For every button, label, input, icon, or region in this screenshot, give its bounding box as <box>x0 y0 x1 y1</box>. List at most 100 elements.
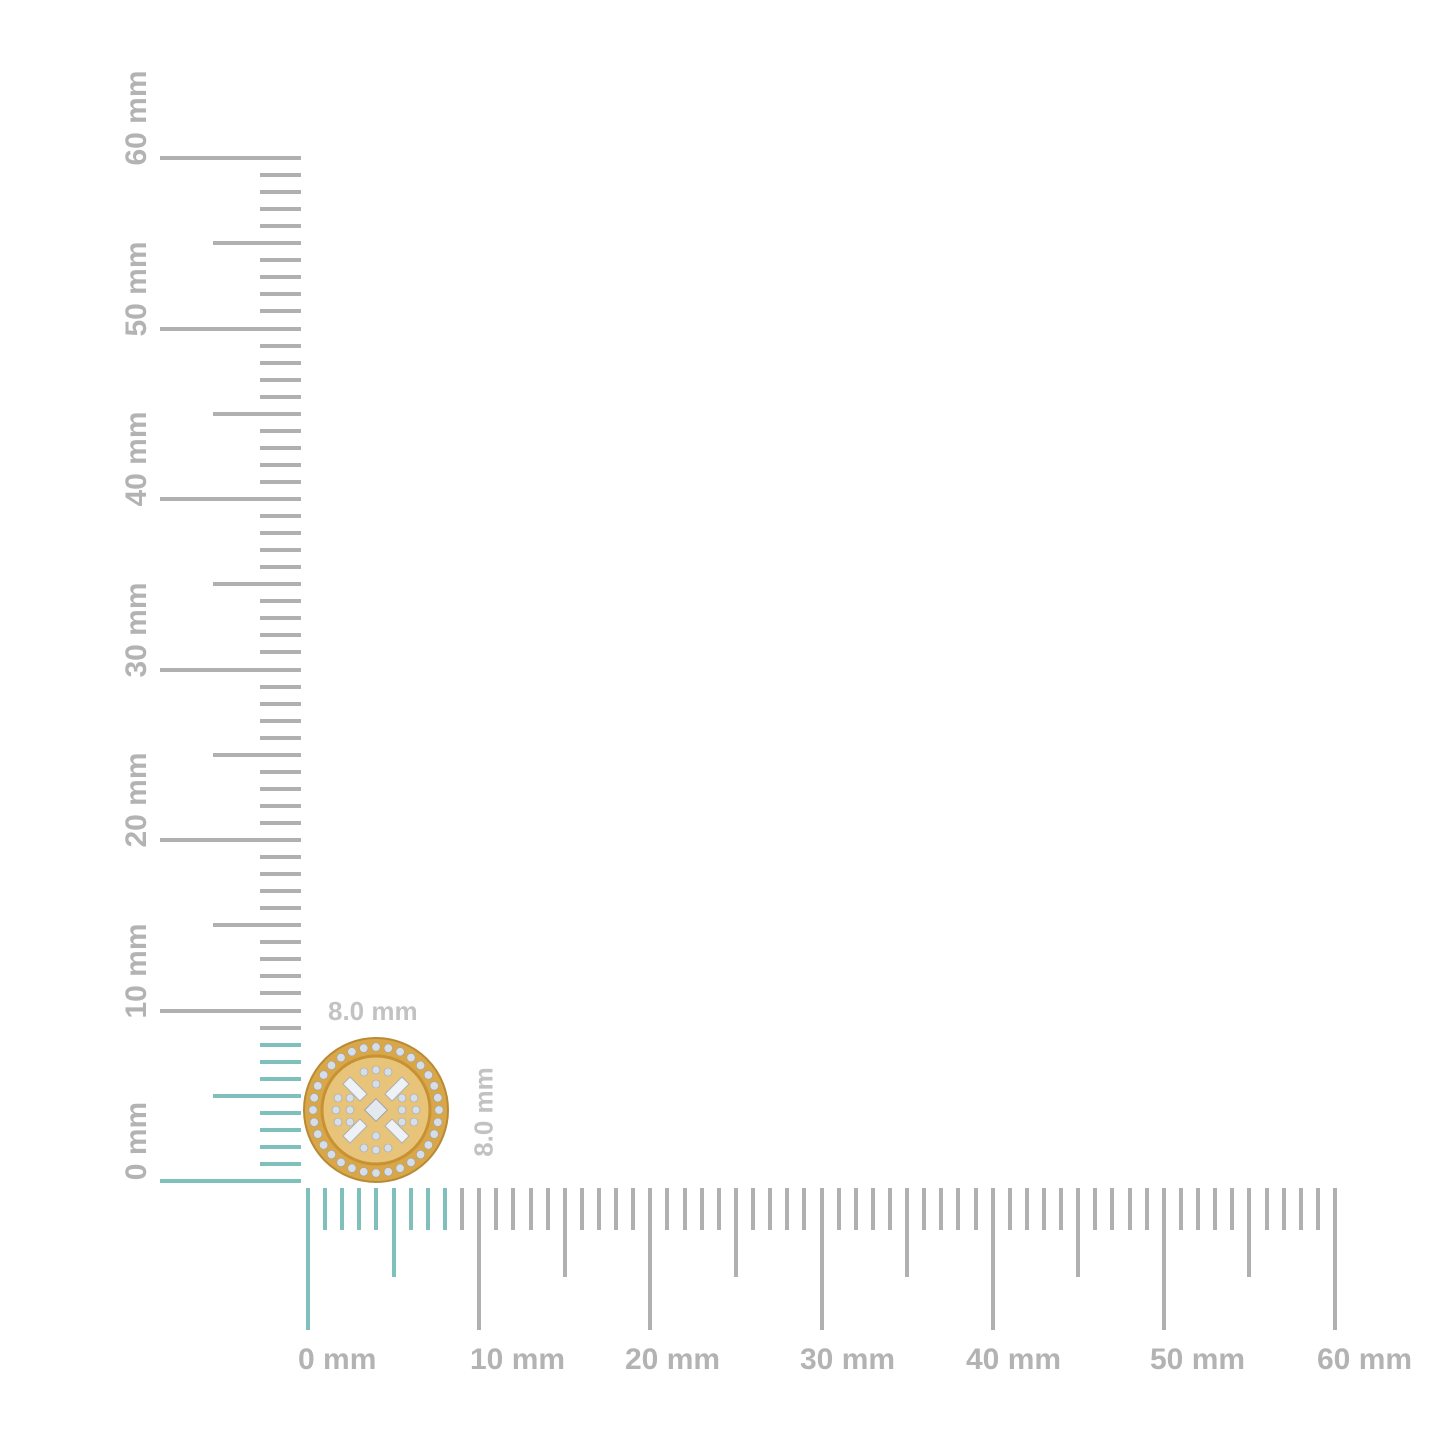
horizontal-tick-minor <box>1230 1188 1235 1230</box>
pave-diamond <box>409 1093 419 1103</box>
vertical-tick-minor <box>260 684 301 689</box>
vertical-ruler-label: 10 mm <box>120 922 153 1019</box>
halo-diamond <box>423 1140 433 1150</box>
halo-diamond <box>319 1070 329 1080</box>
vertical-tick-minor <box>260 309 301 314</box>
vertical-tick-minor <box>260 224 301 229</box>
halo-diamond <box>383 1167 393 1177</box>
horizontal-tick-minor <box>973 1188 978 1230</box>
horizontal-tick-minor <box>1127 1188 1132 1230</box>
horizontal-tick-minor <box>357 1188 362 1230</box>
horizontal-tick-minor <box>442 1188 447 1230</box>
vertical-ruler-label: 40 mm <box>120 411 153 507</box>
vertical-tick-minor <box>260 1144 301 1149</box>
vertical-tick-minor <box>260 599 301 604</box>
halo-diamond <box>433 1117 443 1127</box>
vertical-ruler-label: 30 mm <box>120 581 153 678</box>
horizontal-tick-minor <box>836 1188 841 1230</box>
halo-diamond <box>347 1163 357 1173</box>
horizontal-tick-minor <box>323 1188 328 1230</box>
vertical-tick-minor <box>260 1076 301 1081</box>
horizontal-tick-minor <box>614 1188 619 1230</box>
vertical-tick-minor <box>260 1127 301 1132</box>
horizontal-tick-minor <box>887 1188 892 1230</box>
vertical-tick-minor <box>260 258 301 263</box>
vertical-tick-major <box>160 667 301 672</box>
horizontal-tick-minor <box>1042 1188 1047 1230</box>
vertical-tick-minor <box>260 769 301 774</box>
vertical-tick-half <box>213 1093 301 1098</box>
horizontal-ruler-label: 50 mm <box>1150 1343 1246 1376</box>
vertical-tick-minor <box>260 514 301 519</box>
vertical-tick-major <box>160 838 301 842</box>
pave-diamond <box>333 1093 343 1103</box>
vertical-tick-minor <box>260 940 301 945</box>
horizontal-tick-minor <box>1007 1188 1012 1230</box>
vertical-ruler-label: 0 mm <box>120 1101 153 1181</box>
horizontal-tick-minor <box>545 1188 550 1230</box>
pave-diamond <box>397 1105 407 1115</box>
vertical-tick-minor <box>260 275 301 280</box>
baguette-diamond <box>342 1076 368 1102</box>
horizontal-tick-minor <box>1264 1188 1269 1230</box>
vertical-ruler-label: 60 mm <box>120 70 153 166</box>
vertical-tick-minor <box>260 207 301 212</box>
vertical-tick-minor <box>260 565 301 570</box>
horizontal-ruler-label: 20 mm <box>625 1343 721 1376</box>
pave-diamond <box>345 1117 355 1127</box>
vertical-tick-minor <box>260 820 301 825</box>
horizontal-tick-half <box>562 1188 567 1277</box>
vertical-tick-major <box>160 497 301 501</box>
horizontal-tick-minor <box>408 1188 413 1230</box>
horizontal-tick-minor <box>1315 1188 1320 1230</box>
pave-diamond <box>359 1067 369 1077</box>
vertical-tick-minor <box>260 735 301 740</box>
halo-diamond <box>319 1140 329 1150</box>
horizontal-tick-minor <box>579 1188 584 1230</box>
horizontal-tick-minor <box>665 1188 670 1230</box>
pave-diamond <box>331 1105 341 1115</box>
horizontal-tick-minor <box>511 1188 516 1230</box>
halo-diamond <box>313 1129 323 1139</box>
halo-diamond <box>406 1157 416 1167</box>
halo-diamond <box>423 1070 433 1080</box>
horizontal-tick-minor <box>802 1188 807 1230</box>
horizontal-tick-minor <box>922 1188 927 1230</box>
horizontal-tick-minor <box>1298 1188 1303 1230</box>
horizontal-tick-minor <box>1281 1188 1286 1230</box>
horizontal-tick-minor <box>631 1188 636 1230</box>
vertical-tick-minor <box>260 974 301 979</box>
horizontal-tick-major <box>1161 1188 1166 1330</box>
vertical-tick-major <box>160 326 301 331</box>
baguette-diamond <box>384 1076 410 1102</box>
horizontal-tick-minor <box>1093 1188 1098 1230</box>
pave-diamond <box>371 1131 381 1141</box>
center-diamond <box>363 1097 389 1123</box>
pave-diamond <box>371 1079 381 1089</box>
pave-diamond <box>345 1093 355 1103</box>
halo-diamond <box>429 1081 439 1091</box>
horizontal-tick-minor <box>939 1188 944 1230</box>
horizontal-tick-minor <box>768 1188 773 1230</box>
horizontal-tick-minor <box>1110 1188 1115 1230</box>
pave-diamond <box>409 1117 419 1127</box>
horizontal-tick-minor <box>870 1188 875 1230</box>
halo-diamond <box>309 1093 319 1103</box>
pave-diamond <box>371 1145 381 1155</box>
halo-diamond <box>309 1117 319 1127</box>
horizontal-tick-minor <box>699 1188 704 1230</box>
pave-diamond <box>333 1117 343 1127</box>
vertical-tick-minor <box>260 991 301 996</box>
horizontal-ruler-label: 10 mm <box>470 1343 566 1376</box>
horizontal-tick-half <box>391 1188 396 1277</box>
horizontal-tick-minor <box>1024 1188 1029 1230</box>
baguette-diamond <box>384 1118 410 1144</box>
vertical-tick-minor <box>260 889 301 894</box>
horizontal-tick-minor <box>682 1188 687 1230</box>
vertical-tick-minor <box>260 633 301 638</box>
pave-diamond <box>397 1117 407 1127</box>
halo-diamond <box>395 1047 405 1057</box>
horizontal-ruler-label: 30 mm <box>800 1343 896 1376</box>
halo-diamond <box>336 1157 346 1167</box>
pave-diamond <box>383 1067 393 1077</box>
